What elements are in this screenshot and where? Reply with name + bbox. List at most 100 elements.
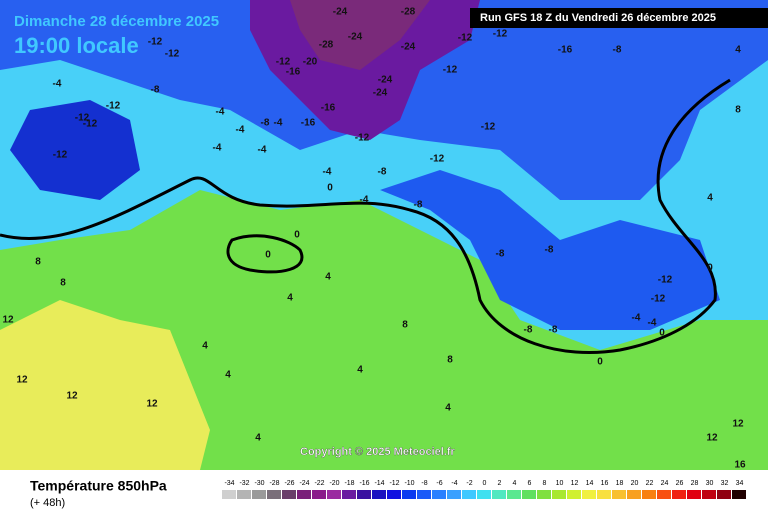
contour-label: -4 [216,107,225,118]
contour-label: -24 [333,7,348,18]
contour-label: 16 [734,460,746,471]
contour-label: 0 [327,183,333,194]
contour-label: -4 [648,318,657,329]
scale-swatch [507,490,521,499]
scale-label: -4 [451,480,457,487]
contour-label: -4 [53,79,62,90]
contour-label: 0 [265,250,271,261]
scale-swatch [327,490,341,499]
scale-swatch [702,490,716,499]
scale-swatch [522,490,536,499]
contour-label: -4 [360,195,369,206]
scale-label: -26 [284,480,294,487]
contour-label: -28 [319,40,334,51]
scale-label: -20 [329,480,339,487]
contour-label: -12 [83,119,98,130]
contour-label: -24 [378,75,393,86]
contour-label: -12 [651,294,666,305]
warm-area [0,300,210,470]
contour-label: -12 [493,29,508,40]
scale-swatch [372,490,386,499]
scale-label: -24 [299,480,309,487]
scale-label: 32 [721,480,729,487]
contour-label: -12 [481,122,496,133]
cold-core [380,170,720,330]
contour-label: -12 [658,275,673,286]
contour-label: 4 [287,293,293,304]
contour-label: 0 [707,263,713,274]
contour-label: -12 [53,150,68,161]
contour-label: -16 [301,118,316,129]
contour-label: 12 [66,391,78,402]
contour-label: -12 [148,37,163,48]
scale-label: 2 [498,480,502,487]
zero-contour [226,234,304,274]
contour-label: 0 [294,230,300,241]
scale-swatch [252,490,266,499]
cold-west [10,100,140,200]
contour-label: -12 [355,133,370,144]
contour-label: -24 [401,42,416,53]
contour-label: -4 [258,145,267,156]
scale-label: 0 [483,480,487,487]
scale-label: -30 [254,480,264,487]
contour-label: -16 [321,103,336,114]
contour-label: 4 [325,272,331,283]
scale-swatch [402,490,416,499]
contour-label: 8 [35,257,41,268]
contour-label: -12 [106,101,121,112]
contour-label: 0 [659,328,665,339]
scale-label: -12 [389,480,399,487]
scale-swatch [462,490,476,499]
scale-swatch [552,490,566,499]
contour-label: -8 [261,118,270,129]
scale-swatch [612,490,626,499]
scale-label: 14 [586,480,594,487]
scale-swatch [432,490,446,499]
scale-label: 18 [616,480,624,487]
contour-label: 12 [146,399,158,410]
scale-label: -14 [374,480,384,487]
scale-swatch [417,490,431,499]
date: Dimanche 28 décembre 2025 [14,13,219,30]
contour-label: -8 [549,325,558,336]
scale-swatch [282,490,296,499]
scale-label: -18 [344,480,354,487]
contour-label: 8 [447,355,453,366]
contour-label: -24 [348,32,363,43]
scale-swatch [687,490,701,499]
scale-swatch [582,490,596,499]
contour-label: 12 [16,375,28,386]
scale-label: 26 [676,480,684,487]
contour-label: 12 [2,315,14,326]
scale-swatch [672,490,686,499]
scale-label: 16 [601,480,609,487]
contour-label: -20 [303,57,318,68]
contour-label: 12 [706,433,718,444]
contour-label: -16 [286,67,301,78]
scale-swatch [222,490,236,499]
contour-label: -16 [558,45,573,56]
contour-label: 4 [255,433,261,444]
scale-label: -2 [466,480,472,487]
scale-swatch [237,490,251,499]
contour-label: -8 [151,85,160,96]
scale-label: 4 [513,480,517,487]
extreme-cold [290,0,430,70]
contour-label: -8 [414,200,423,211]
footer-lead: (+ 48h) [30,497,65,509]
scale-swatch [267,490,281,499]
contour-label: -4 [236,125,245,136]
scale-label: 6 [528,480,532,487]
contour-label: 8 [402,320,408,331]
contour-label: -12 [430,154,445,165]
scale-label: -6 [436,480,442,487]
contour-label: 0 [597,357,603,368]
scale-label: 20 [631,480,639,487]
scale-label: 30 [706,480,714,487]
contour-label: 4 [735,45,741,56]
scale-label: -10 [404,480,414,487]
contour-label: -4 [274,118,283,129]
